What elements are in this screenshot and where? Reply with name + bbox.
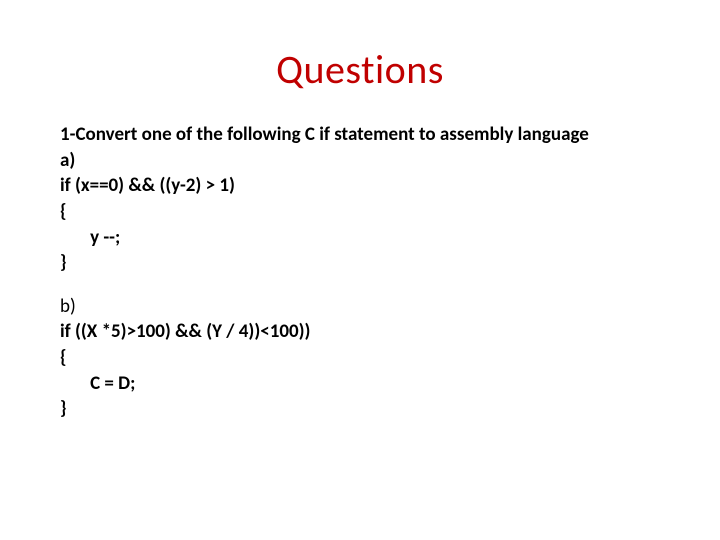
code-line: {: [60, 345, 660, 371]
part-a-label: a): [60, 148, 660, 174]
slide-body: 1-Convert one of the following C if stat…: [60, 122, 660, 422]
question-prompt: 1-Convert one of the following C if stat…: [60, 122, 660, 148]
question-block-a: 1-Convert one of the following C if stat…: [60, 122, 660, 276]
code-line: y --;: [60, 225, 660, 251]
code-line: C = D;: [60, 371, 660, 397]
slide: Questions 1-Convert one of the following…: [0, 0, 720, 540]
code-line: }: [60, 396, 660, 422]
code-line: }: [60, 250, 660, 276]
code-line: if (x==0) && ((y-2) > 1): [60, 173, 660, 199]
question-block-b: b) if ((X *5)>100) && (Y / 4))<100)) { C…: [60, 294, 660, 422]
slide-title: Questions: [60, 45, 660, 94]
code-line: if ((X *5)>100) && (Y / 4))<100)): [60, 319, 660, 345]
part-b-label: b): [60, 294, 660, 320]
code-line: {: [60, 199, 660, 225]
